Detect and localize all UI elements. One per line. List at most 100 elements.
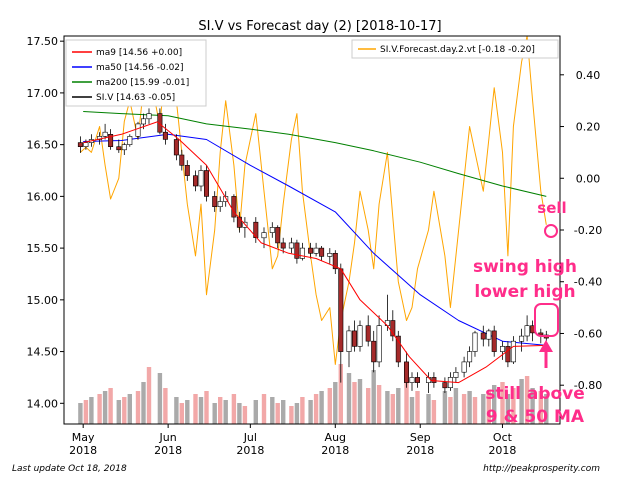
candle-body bbox=[179, 154, 185, 166]
x-tick-year: 2018 bbox=[69, 444, 97, 457]
left-tick-label: 17.50 bbox=[27, 35, 59, 48]
chart-title: SI.V vs Forecast day (2) [2018-10-17] bbox=[198, 19, 441, 34]
legend-entry-label: ma200 [15.99 -0.01] bbox=[96, 78, 189, 88]
candle-body bbox=[365, 325, 371, 342]
volume-bar bbox=[242, 406, 248, 424]
candle-body bbox=[236, 216, 242, 228]
volume-bar bbox=[163, 388, 168, 424]
left-tick-label: 14.00 bbox=[27, 397, 59, 410]
right-tick-label: -0.20 bbox=[574, 224, 602, 237]
plot-area: 17.50 17.00 16.50 16.00 15.50 15.00 14.50 14.00… bbox=[27, 35, 603, 457]
volume-bar bbox=[237, 403, 242, 424]
right-tick-label: 0.40 bbox=[576, 69, 601, 82]
left-tick-label: 14.50 bbox=[27, 346, 59, 359]
annotation-swing-high: swing high bbox=[473, 257, 577, 277]
left-tick-label: 16.00 bbox=[27, 190, 59, 203]
volume-bar bbox=[472, 397, 478, 424]
left-tick-label: 15.50 bbox=[27, 242, 59, 255]
volume-bar bbox=[319, 391, 324, 424]
volume-bar bbox=[141, 382, 146, 424]
x-tick-year: 2018 bbox=[321, 444, 349, 457]
candle-body bbox=[223, 196, 229, 202]
volume-bar bbox=[448, 397, 453, 424]
candle-body bbox=[108, 134, 114, 148]
candle-body bbox=[261, 232, 267, 239]
volume-bar bbox=[404, 382, 409, 424]
legend-entry-label: ma50 [14.56 -0.02] bbox=[96, 63, 184, 73]
volume-bar bbox=[270, 397, 275, 424]
footer-right: http://peakprosperity.com bbox=[483, 464, 600, 474]
volume-bar bbox=[108, 388, 113, 424]
candle-body bbox=[480, 332, 486, 340]
candle-body bbox=[453, 371, 459, 378]
volume-bar bbox=[212, 403, 217, 424]
candle-body bbox=[371, 340, 377, 363]
candle-body bbox=[472, 332, 478, 352]
candle-body bbox=[135, 123, 141, 137]
volume-bar bbox=[146, 367, 152, 424]
candle-body bbox=[146, 113, 152, 120]
volume-bar bbox=[223, 400, 228, 424]
volume-bar bbox=[275, 403, 280, 424]
candle-body bbox=[461, 361, 467, 373]
volume-bar bbox=[83, 400, 89, 424]
candle-body bbox=[357, 325, 363, 347]
candle-body bbox=[519, 335, 525, 342]
candle-body bbox=[442, 382, 448, 389]
volume-bar bbox=[544, 394, 549, 424]
volume-bar bbox=[338, 364, 343, 424]
volume-bar bbox=[376, 385, 382, 424]
candle-body bbox=[327, 253, 333, 257]
candle-body bbox=[173, 139, 179, 156]
candle-body bbox=[390, 320, 396, 337]
candle-body bbox=[162, 131, 168, 140]
volume-bar bbox=[78, 403, 83, 424]
annotation-still-above: still above bbox=[485, 384, 585, 404]
candle-body bbox=[253, 221, 259, 238]
candle-body bbox=[491, 330, 497, 352]
volume-bar bbox=[366, 388, 371, 424]
volume-bar bbox=[511, 388, 516, 424]
annotation-lower-high: lower high bbox=[474, 282, 575, 302]
candle-body bbox=[308, 247, 314, 254]
candle-body bbox=[338, 268, 344, 352]
volume-bar bbox=[157, 373, 163, 424]
volume-bar bbox=[390, 394, 395, 424]
volume-bar bbox=[193, 394, 198, 424]
volume-bar bbox=[357, 379, 363, 424]
swing-high-box bbox=[534, 303, 559, 337]
volume-bar bbox=[218, 397, 223, 424]
volume-bar bbox=[530, 388, 535, 424]
ma50-line bbox=[83, 133, 547, 346]
left-tick-label: 17.00 bbox=[27, 87, 59, 100]
candle-body bbox=[505, 346, 511, 363]
volume-bar bbox=[453, 388, 459, 424]
candle-body bbox=[198, 170, 204, 187]
candle-body bbox=[102, 131, 108, 137]
volume-bar bbox=[409, 397, 415, 424]
volume-bar bbox=[289, 406, 294, 424]
volume-bar bbox=[431, 400, 437, 424]
volume-bar bbox=[198, 397, 204, 424]
volume-bar bbox=[135, 391, 141, 424]
ma9-line bbox=[83, 121, 547, 384]
volume-bar bbox=[426, 394, 431, 424]
legend-right: SI.V.Forecast.day.2.vt [-0.18 -0.20] bbox=[351, 39, 559, 59]
candle-body bbox=[288, 242, 294, 249]
candle-body bbox=[294, 242, 300, 259]
candle-body bbox=[193, 175, 199, 187]
volume-bar bbox=[505, 394, 511, 424]
candle-body bbox=[231, 196, 237, 218]
candle-body bbox=[127, 136, 133, 145]
volume-bar bbox=[308, 400, 313, 424]
volume-bar bbox=[461, 394, 467, 424]
annotation-ma-note: 9 & 50 MA bbox=[486, 407, 585, 427]
candle-body bbox=[524, 325, 530, 337]
volume-bar bbox=[300, 397, 305, 424]
candle-body bbox=[141, 118, 147, 125]
volume-bar bbox=[313, 394, 319, 424]
volume-bar bbox=[481, 394, 486, 424]
right-tick-label: 0.20 bbox=[576, 121, 601, 134]
candle-body bbox=[395, 335, 401, 363]
